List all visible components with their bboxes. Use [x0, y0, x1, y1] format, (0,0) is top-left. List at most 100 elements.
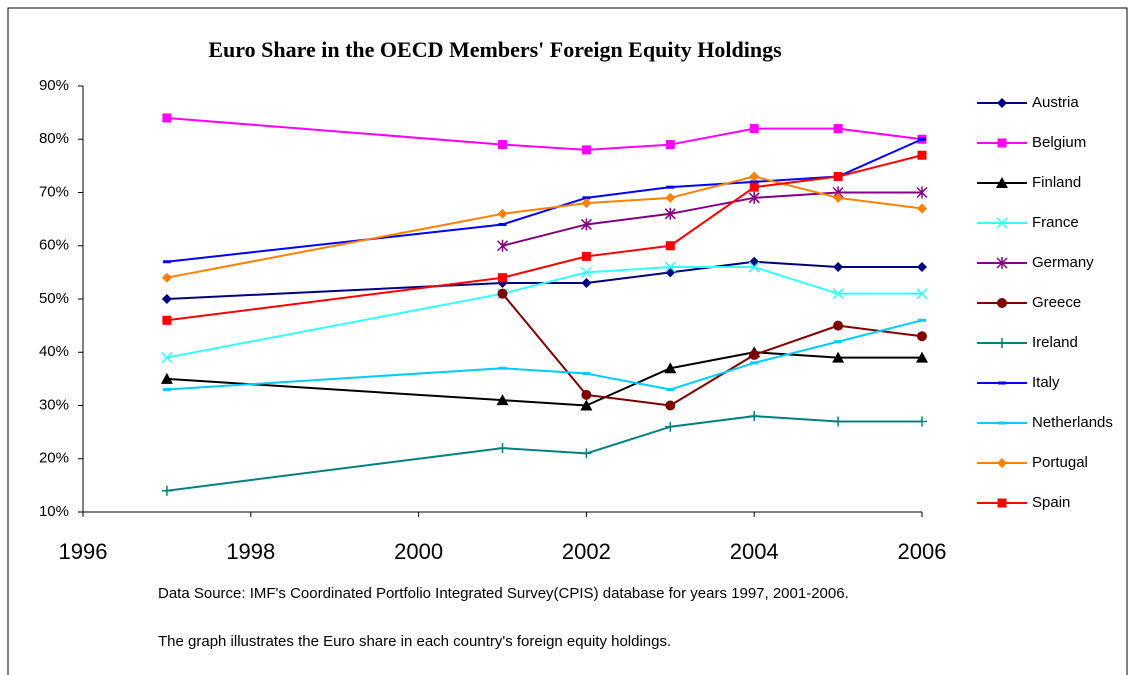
- marker: [833, 416, 844, 427]
- series-line: [502, 191, 922, 247]
- marker: [997, 338, 1007, 348]
- marker: [996, 257, 1008, 269]
- marker: [160, 372, 173, 384]
- marker: [498, 140, 507, 150]
- marker: [581, 389, 592, 400]
- y-tick-label: 60%: [39, 237, 69, 254]
- marker: [497, 208, 508, 219]
- marker: [996, 177, 1008, 188]
- marker: [498, 273, 507, 283]
- marker: [665, 140, 675, 150]
- marker: [666, 388, 675, 392]
- marker: [496, 239, 509, 252]
- marker: [581, 448, 592, 459]
- marker: [580, 266, 592, 278]
- marker: [582, 372, 591, 376]
- legend-label: Germany: [1032, 254, 1094, 271]
- note: Data Source: IMF's Coordinated Portfolio…: [158, 585, 849, 602]
- marker: [997, 138, 1007, 148]
- marker: [664, 362, 677, 374]
- legend-label: Belgium: [1032, 134, 1086, 151]
- x-tick-label: 1996: [59, 539, 108, 564]
- marker: [581, 251, 591, 261]
- marker: [749, 411, 760, 422]
- marker: [749, 256, 760, 267]
- marker: [998, 421, 1006, 425]
- marker: [918, 318, 926, 322]
- marker: [161, 294, 172, 304]
- marker: [833, 172, 843, 182]
- marker: [917, 150, 927, 160]
- marker: [750, 180, 759, 184]
- marker: [748, 261, 760, 273]
- marker: [666, 185, 675, 189]
- marker: [162, 315, 172, 325]
- series-line: [166, 138, 923, 263]
- legend-label: Netherlands: [1032, 414, 1113, 431]
- legend-label: France: [1032, 214, 1079, 231]
- x-tick-label: 2006: [898, 539, 947, 564]
- series-line: [166, 175, 923, 279]
- marker: [916, 186, 928, 199]
- marker: [664, 207, 676, 220]
- marker: [162, 260, 171, 264]
- marker: [162, 388, 171, 392]
- legend-label: Finland: [1032, 174, 1081, 191]
- marker: [916, 288, 928, 300]
- marker: [833, 320, 844, 331]
- marker: [161, 352, 173, 364]
- marker: [832, 351, 845, 363]
- marker: [665, 192, 676, 203]
- y-tick-label: 70%: [39, 183, 69, 200]
- series-line: [501, 293, 923, 407]
- marker: [665, 267, 676, 278]
- y-tick-label: 90%: [39, 77, 69, 94]
- legend-label: Greece: [1032, 294, 1081, 311]
- marker: [581, 145, 591, 155]
- marker: [834, 340, 843, 344]
- marker: [917, 262, 927, 273]
- marker: [998, 381, 1006, 385]
- chart-frame: [7, 7, 1128, 675]
- marker: [497, 288, 508, 299]
- x-tick-label: 2000: [394, 539, 443, 564]
- marker: [162, 113, 172, 123]
- marker: [665, 400, 676, 411]
- legend-label: Austria: [1032, 94, 1079, 111]
- marker: [582, 196, 591, 200]
- series-line: [166, 116, 923, 151]
- marker: [917, 203, 927, 214]
- x-tick-label: 2002: [562, 539, 611, 564]
- y-tick-label: 30%: [39, 396, 69, 413]
- chart-title: Euro Share in the OECD Members' Foreign …: [208, 37, 782, 62]
- note: The graph illustrates the Euro share in …: [158, 633, 672, 650]
- marker: [581, 278, 592, 289]
- marker: [833, 262, 844, 273]
- legend-label: Portugal: [1032, 454, 1088, 471]
- marker: [498, 366, 507, 370]
- marker: [498, 222, 507, 226]
- marker: [496, 394, 509, 406]
- y-tick-label: 20%: [39, 450, 69, 467]
- marker: [996, 217, 1008, 229]
- marker: [917, 331, 927, 342]
- marker: [917, 416, 927, 427]
- marker: [833, 124, 843, 134]
- marker: [580, 399, 593, 411]
- marker: [748, 191, 760, 204]
- marker: [665, 421, 676, 432]
- marker: [749, 171, 760, 182]
- y-tick-label: 40%: [39, 343, 69, 360]
- marker: [918, 137, 926, 141]
- marker: [997, 498, 1007, 508]
- y-tick-label: 50%: [39, 290, 69, 307]
- y-tick-label: 80%: [39, 130, 69, 147]
- marker: [161, 272, 172, 283]
- marker: [749, 349, 760, 360]
- marker: [749, 182, 759, 192]
- marker: [997, 458, 1007, 468]
- y-tick-label: 10%: [39, 503, 69, 520]
- legend-label: Italy: [1032, 374, 1060, 391]
